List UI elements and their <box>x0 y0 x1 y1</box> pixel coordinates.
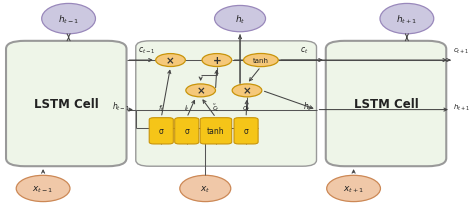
Ellipse shape <box>16 175 70 202</box>
Ellipse shape <box>215 6 265 33</box>
Circle shape <box>202 54 232 67</box>
Ellipse shape <box>244 54 278 67</box>
Circle shape <box>232 84 262 97</box>
Text: $c_{t-1}$: $c_{t-1}$ <box>138 45 156 56</box>
Text: LSTM Cell: LSTM Cell <box>34 98 99 111</box>
FancyBboxPatch shape <box>149 118 173 144</box>
Text: LSTM Cell: LSTM Cell <box>354 98 419 111</box>
Ellipse shape <box>380 4 434 35</box>
Text: $c_t$: $c_t$ <box>301 45 309 56</box>
FancyBboxPatch shape <box>6 42 127 166</box>
Text: $x_{t-1}$: $x_{t-1}$ <box>32 183 54 194</box>
Circle shape <box>186 84 216 97</box>
Ellipse shape <box>42 4 95 35</box>
Text: $x_{t+1}$: $x_{t+1}$ <box>343 183 364 194</box>
FancyBboxPatch shape <box>175 118 199 144</box>
Text: $c_{t+1}$: $c_{t+1}$ <box>453 47 470 56</box>
Text: ×: × <box>166 56 175 66</box>
Text: σ: σ <box>184 127 189 136</box>
Text: $h_t$: $h_t$ <box>302 100 312 112</box>
Text: +: + <box>212 56 221 66</box>
FancyBboxPatch shape <box>234 118 258 144</box>
Text: ×: × <box>243 86 251 96</box>
Text: tanh: tanh <box>253 58 269 64</box>
Text: $h_{t+1}$: $h_{t+1}$ <box>453 102 470 112</box>
Text: $h_{t-1}$: $h_{t-1}$ <box>58 13 79 26</box>
Text: σ: σ <box>244 127 248 136</box>
Text: $h_t$: $h_t$ <box>235 13 245 26</box>
FancyBboxPatch shape <box>200 118 232 144</box>
Text: $h_{t-1}$: $h_{t-1}$ <box>112 100 130 112</box>
Text: $i_t$: $i_t$ <box>184 103 190 113</box>
Text: $h_{t+1}$: $h_{t+1}$ <box>396 13 418 26</box>
Text: $\tilde{c}_t$: $\tilde{c}_t$ <box>212 102 220 113</box>
Ellipse shape <box>180 175 231 202</box>
Text: $x_t$: $x_t$ <box>200 183 210 194</box>
Text: σ: σ <box>159 127 164 136</box>
FancyBboxPatch shape <box>326 42 446 166</box>
FancyBboxPatch shape <box>136 42 317 166</box>
Circle shape <box>155 54 185 67</box>
Text: $o_t$: $o_t$ <box>242 104 250 113</box>
Text: tanh: tanh <box>207 127 225 136</box>
Text: $f_t$: $f_t$ <box>158 103 164 113</box>
Text: ×: × <box>196 86 205 96</box>
Ellipse shape <box>327 175 381 202</box>
